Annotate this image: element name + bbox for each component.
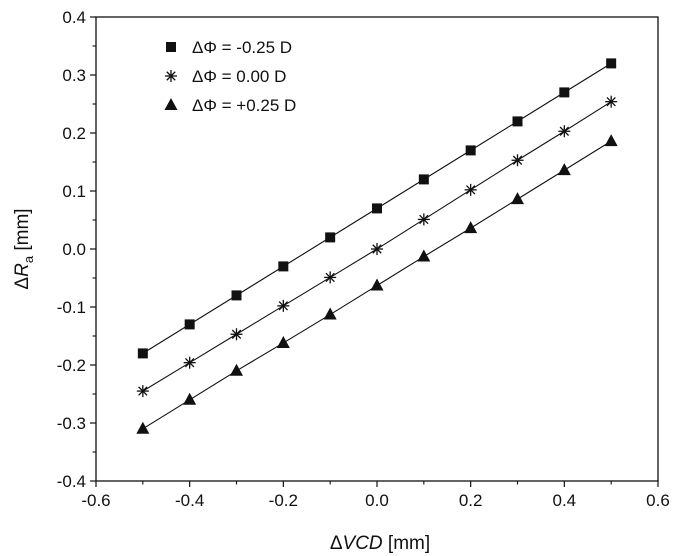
data-point [137,348,148,359]
y-tick-label: 0.2 [62,124,86,143]
data-point [276,335,290,348]
data-point [417,213,430,226]
y-axis-label: ΔRa [mm] [12,208,36,289]
y-tick-label: 0.4 [62,8,86,27]
data-point [558,125,571,138]
data-point [136,421,150,434]
data-point [557,163,571,176]
y-tick-label: 0.0 [62,240,86,259]
legend-item: ΔΦ = +0.25 D [164,96,296,115]
data-point [464,183,477,196]
legend-marker [164,98,178,110]
data-point [230,328,243,341]
data-point [230,363,243,376]
data-point [231,290,242,301]
data-point [605,95,618,108]
legend-label: ΔΦ = +0.25 D [192,96,296,115]
y-tick-label: -0.4 [57,472,86,491]
y-tick-label: -0.1 [57,298,86,317]
data-point [183,392,197,405]
data-point [136,385,149,398]
x-tick-label: 0.2 [459,491,483,510]
data-point [323,307,337,320]
legend-item: ΔΦ = -0.25 D [166,38,292,57]
data-point [606,58,617,69]
data-point [278,261,289,272]
series-layer [136,58,618,434]
x-tick-label: 0.6 [646,491,670,510]
y-tick-label: -0.3 [57,414,86,433]
x-tick-label: -0.2 [269,491,298,510]
data-point [371,243,383,255]
data-point [559,87,570,98]
y-tick-label: 0.3 [62,66,86,85]
x-tick-label: 0.0 [365,491,389,510]
data-point [511,192,524,205]
series-triangle [136,134,618,434]
series-square [137,58,617,359]
x-axis-label: ΔVCD [mm] [330,533,430,554]
data-point [184,319,195,330]
legend-label: ΔΦ = 0.00 D [192,67,286,86]
data-point [370,278,384,291]
y-tick-label: -0.2 [57,356,86,375]
x-tick-label: -0.6 [81,491,110,510]
data-point [604,134,618,147]
legend-label: ΔΦ = -0.25 D [192,38,292,57]
x-tick-label: -0.4 [175,491,204,510]
data-point [465,145,476,156]
series-asterisk [136,95,618,398]
data-point [417,249,431,262]
legend-marker [165,70,177,82]
data-point [372,203,382,214]
data-point [324,271,337,284]
data-point [511,154,524,167]
legend: ΔΦ = -0.25 D ΔΦ = 0.00 D ΔΦ = +0.25 D [164,38,296,115]
data-point [512,116,523,127]
data-point [325,232,336,243]
data-point [183,356,196,369]
y-tick-label: 0.1 [62,182,86,201]
tick-marks [90,16,659,487]
legend-item: ΔΦ = 0.00 D [165,67,286,86]
data-point [277,299,290,312]
x-tick-label: 0.4 [553,491,577,510]
data-point [418,174,429,185]
legend-marker [166,42,176,52]
data-point [464,221,478,234]
tick-labels: -0.6 -0.4 -0.2 0.0 0.2 0.4 0.6-0.4-0.3-0.2-0.1… [57,8,670,510]
